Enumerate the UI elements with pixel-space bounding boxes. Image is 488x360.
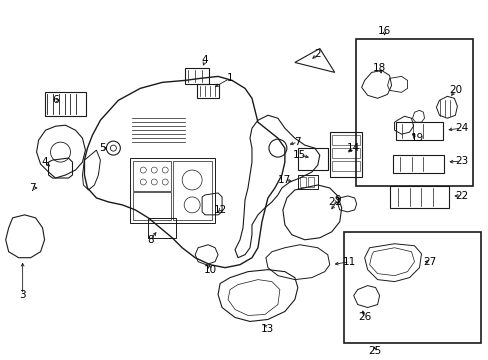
Bar xyxy=(130,158,215,223)
Text: 3: 3 xyxy=(20,289,26,300)
Text: 7: 7 xyxy=(29,183,36,193)
Text: 11: 11 xyxy=(343,257,356,267)
Text: 17: 17 xyxy=(278,175,291,185)
Bar xyxy=(331,135,359,145)
Bar xyxy=(331,148,359,158)
Text: 24: 24 xyxy=(454,123,467,133)
Text: 20: 20 xyxy=(448,85,461,95)
Bar xyxy=(355,39,472,186)
Text: 25: 25 xyxy=(367,346,381,356)
Text: 8: 8 xyxy=(147,235,153,245)
Text: 19: 19 xyxy=(410,133,423,143)
Bar xyxy=(329,132,361,177)
Text: 10: 10 xyxy=(203,265,216,275)
Text: 27: 27 xyxy=(422,257,435,267)
Text: 6: 6 xyxy=(52,95,59,105)
Bar xyxy=(197,84,219,98)
Text: 16: 16 xyxy=(377,26,390,36)
Bar xyxy=(297,175,317,189)
Text: 12: 12 xyxy=(213,205,226,215)
Bar xyxy=(173,161,212,220)
Text: 15: 15 xyxy=(293,150,306,160)
Bar xyxy=(389,186,448,208)
Bar xyxy=(297,148,327,170)
Text: 21: 21 xyxy=(327,197,341,207)
Text: 4: 4 xyxy=(202,55,208,66)
Text: 14: 14 xyxy=(346,143,360,153)
Text: 23: 23 xyxy=(454,156,467,166)
Text: 1: 1 xyxy=(226,73,233,84)
Bar xyxy=(185,68,209,84)
Bar xyxy=(392,155,444,173)
Text: 22: 22 xyxy=(454,191,467,201)
Text: 5: 5 xyxy=(99,143,105,153)
Bar xyxy=(148,218,176,238)
Bar xyxy=(133,161,171,191)
Bar xyxy=(343,232,480,343)
Bar xyxy=(307,177,313,187)
Text: 7: 7 xyxy=(294,137,301,147)
Text: 18: 18 xyxy=(372,63,386,73)
Text: 2: 2 xyxy=(314,49,321,59)
Text: 13: 13 xyxy=(261,324,274,334)
Text: 9: 9 xyxy=(334,195,340,205)
Bar xyxy=(133,192,171,220)
Bar xyxy=(395,122,443,140)
Text: 4: 4 xyxy=(41,157,48,167)
Bar xyxy=(44,92,86,116)
Bar xyxy=(299,177,305,187)
Bar xyxy=(331,161,359,171)
Text: 26: 26 xyxy=(357,312,370,323)
